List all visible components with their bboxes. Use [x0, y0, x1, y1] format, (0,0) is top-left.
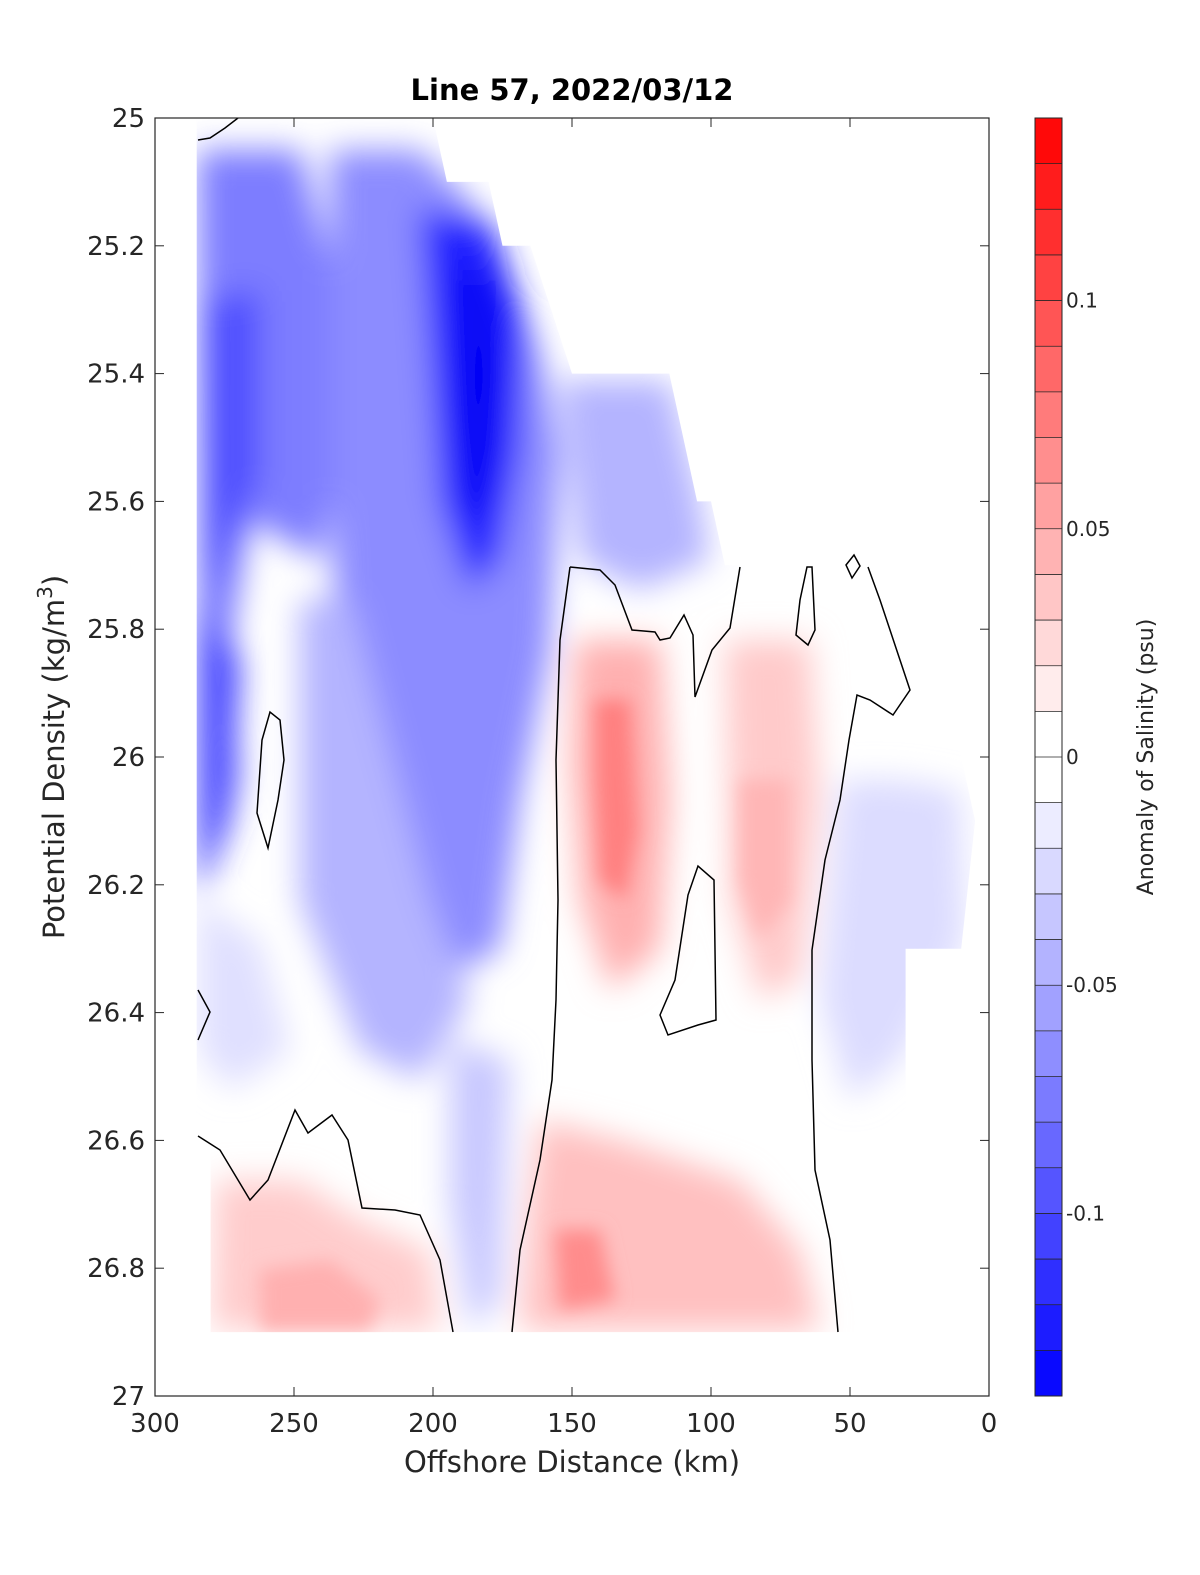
y-tick-label: 25.2 [87, 232, 145, 262]
colorbar-block [1035, 757, 1062, 804]
colorbar: 0.1 0.05 0 -0.05 -0.1 Anomaly of Salinity (p… [1034, 117, 1159, 1397]
x-tick-label: 250 [269, 1409, 319, 1439]
x-tick-label: 200 [408, 1409, 458, 1439]
colorbar-block [1035, 1304, 1062, 1351]
colorbar-block [1035, 1076, 1062, 1123]
colorbar-block [1035, 1167, 1062, 1214]
colorbar-block [1035, 346, 1062, 393]
y-tick-label: 26 [112, 743, 145, 773]
y-tick-label: 26.2 [87, 871, 145, 901]
zero-contour-ring-2 [845, 553, 861, 580]
fresh-region-shelf-top [560, 380, 710, 590]
y-ticks: 25 25.2 25.4 25.6 25.8 26 26.2 26.4 26.6 26.8 27 [87, 104, 989, 1412]
y-tick-label: 26.8 [87, 1254, 145, 1284]
colorbar-block [1035, 437, 1062, 484]
salty-deep-offshore-inner [260, 1260, 380, 1330]
fresh-far-left [198, 600, 240, 900]
colorbar-block [1035, 848, 1062, 895]
x-tick-label: 300 [130, 1409, 180, 1439]
colorbar-block [1035, 665, 1062, 712]
colorbar-tick-label: 0.1 [1066, 289, 1098, 313]
colorbar-tick-label: 0 [1066, 745, 1079, 769]
fresh-far-core [205, 290, 260, 620]
zero-contour-left-edge [197, 989, 211, 1041]
colorbar-block [1035, 391, 1062, 438]
colorbar-block [1035, 209, 1062, 256]
colorbar-ticks: 0.1 0.05 0 -0.05 -0.1 [1066, 289, 1118, 1226]
salty-band-inner [740, 780, 790, 940]
colorbar-block [1035, 300, 1062, 347]
colorbar-block [1035, 574, 1062, 621]
fresh-region-lower-left [198, 900, 290, 1090]
colorbar-block [1035, 118, 1062, 165]
colorbar-tick-label: 0.05 [1066, 517, 1111, 541]
x-ticks: 300 250 200 150 100 50 0 [130, 118, 997, 1439]
x-tick-label: 150 [547, 1409, 597, 1439]
zero-contour-main [569, 566, 741, 698]
colorbar-block [1035, 620, 1062, 667]
colorbar-label: Anomaly of Salinity (psu) [1134, 619, 1159, 896]
colorbar-blocks [1035, 117, 1062, 1397]
colorbar-block [1035, 1350, 1062, 1397]
colorbar-block [1035, 939, 1062, 986]
colorbar-block [1035, 711, 1062, 758]
y-axis-label-superscript: 3 [33, 586, 57, 599]
zero-contour-top-left [197, 118, 239, 141]
x-axis-label: Offshore Distance (km) [404, 1445, 740, 1479]
x-tick-label: 100 [686, 1409, 736, 1439]
y-tick-label: 25.8 [87, 615, 145, 645]
zero-contour-ring-3 [256, 710, 285, 851]
y-tick-label: 25.6 [87, 487, 145, 517]
colorbar-block [1035, 1122, 1062, 1169]
zero-contour-ring-4 [659, 864, 717, 1036]
y-axis-label: Potential Density (kg/m3) [33, 575, 71, 939]
colorbar-block [1035, 893, 1062, 941]
y-tick-label: 27 [112, 1382, 145, 1412]
x-tick-label: 50 [833, 1409, 866, 1439]
zero-contours [197, 118, 911, 1333]
colorbar-block [1035, 985, 1062, 1032]
zero-contour-deep-left [197, 1108, 454, 1333]
colorbar-block [1035, 802, 1062, 849]
x-tick-label: 0 [981, 1409, 998, 1439]
y-tick-label: 25 [112, 104, 145, 134]
fresh-region-deep-mid [450, 1040, 510, 1330]
fresh-region-mid [300, 600, 470, 1080]
salty-core-deep-inner [555, 1230, 615, 1310]
colorbar-block [1035, 1259, 1062, 1306]
axes: 300 250 200 150 100 50 0 2525.225.425.625.8262… [87, 104, 997, 1439]
colorbar-block [1035, 1030, 1062, 1077]
y-tick-label: 26.4 [87, 999, 145, 1029]
colorbar-block [1035, 483, 1062, 530]
colorbar-block [1035, 528, 1062, 575]
colorbar-tick-label: -0.05 [1066, 973, 1118, 997]
y-tick-label: 26.6 [87, 1126, 145, 1156]
chart-title: Line 57, 2022/03/12 [411, 73, 734, 107]
zero-contour-ring-1 [795, 566, 816, 647]
y-tick-label: 25.4 [87, 360, 145, 390]
salty-core-mid-inner [595, 700, 638, 900]
fresh-core-inner [455, 270, 505, 520]
colorbar-block [1035, 1213, 1062, 1260]
colorbar-block [1035, 254, 1062, 302]
colorbar-tick-label: -0.1 [1066, 1201, 1105, 1225]
colorbar-block [1035, 163, 1062, 210]
fresh-region-nearshore [820, 780, 965, 1100]
zero-contour-west [511, 566, 571, 1333]
zero-contour-east [811, 566, 911, 1333]
